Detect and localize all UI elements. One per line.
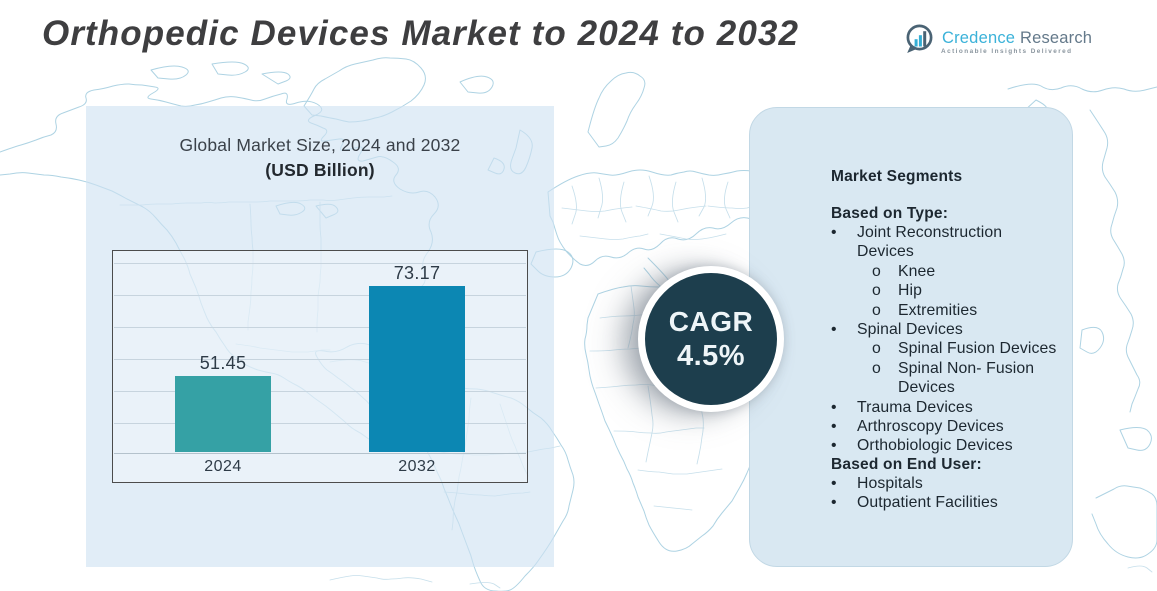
brand-tagline: Actionable Insights Delivered (941, 48, 1073, 55)
cagr-label: CAGR (668, 305, 754, 337)
bar-value-label-2032: 73.17 (393, 262, 441, 283)
segment-item: • Spinal Devices (831, 321, 963, 339)
x-axis-line (114, 453, 526, 454)
bullet-icon: • (831, 474, 837, 492)
market-size-panel: Global Market Size, 2024 and 2032 (USD B… (86, 106, 554, 567)
brand-name-secondary: Research (1019, 29, 1093, 47)
circle-bullet-icon: o (872, 282, 881, 300)
bullet-icon: • (831, 224, 837, 241)
brand-name-primary: Credence (942, 29, 1016, 47)
bullet-icon: • (831, 321, 837, 339)
logo-bar-chart-icon (904, 23, 935, 54)
bullet-icon: • (831, 398, 837, 416)
segment-subitem: o Hip (872, 282, 923, 300)
bar-chart: 51.45 73.17 2024 2032 (112, 250, 528, 483)
segment-item: • Arthroscopy Devices (831, 418, 1004, 436)
gridline (114, 263, 526, 264)
market-segments-panel: Market Segments Based on Type: • Joint Re… (749, 107, 1073, 567)
bar-group-2024: 51.45 (175, 353, 271, 452)
segments-group-type-heading: Based on Type: (831, 205, 949, 222)
page-title: Orthopedic Devices Market to 2024 to 203… (42, 14, 800, 53)
bar-2024 (175, 376, 271, 452)
circle-bullet-icon: o (872, 262, 881, 280)
segment-item: • Orthobiologic Devices (831, 437, 1013, 455)
segment-subitem: o Spinal Non- Fusion Devices (872, 359, 1035, 397)
segments-group-enduser-heading: Based on End User: (831, 455, 982, 473)
brand-logo: Credence Research Actionable Insights De… (904, 23, 1094, 56)
bullet-icon: • (831, 437, 837, 455)
chart-title: Global Market Size, 2024 and 2032 (179, 135, 461, 155)
gridline (114, 327, 526, 328)
cagr-value: 4.5% (676, 339, 746, 372)
x-axis-label-2032: 2032 (398, 458, 436, 475)
segment-item: • Outpatient Facilities (831, 494, 998, 512)
cagr-badge: CAGR 4.5% (638, 266, 784, 412)
segment-subitem: o Spinal Fusion Devices (872, 340, 1057, 358)
segment-item: • Trauma Devices (831, 398, 973, 416)
chart-subtitle: (USD Billion) (265, 160, 375, 180)
segment-item: • Joint Reconstruction Devices (831, 224, 1003, 261)
bar-2032 (369, 285, 465, 452)
gridline (114, 359, 526, 360)
gridline (114, 391, 526, 392)
circle-bullet-icon: o (872, 340, 881, 358)
bar-group-2032: 73.17 (369, 263, 465, 452)
brand-name: Credence Research (942, 29, 1092, 48)
x-axis-label-2024: 2024 (204, 458, 242, 475)
bullet-icon: • (831, 418, 837, 436)
segments-heading: Market Segments (831, 168, 963, 185)
circle-bullet-icon: o (872, 301, 881, 319)
segment-subitem: o Extremities (872, 301, 978, 319)
segment-subitem: o Knee (872, 262, 936, 280)
circle-bullet-icon: o (872, 359, 881, 377)
segment-item: • Hospitals (831, 474, 923, 492)
gridline (114, 423, 526, 424)
bullet-icon: • (831, 494, 837, 512)
gridline (114, 295, 526, 296)
bar-value-label-2024: 51.45 (199, 353, 247, 374)
